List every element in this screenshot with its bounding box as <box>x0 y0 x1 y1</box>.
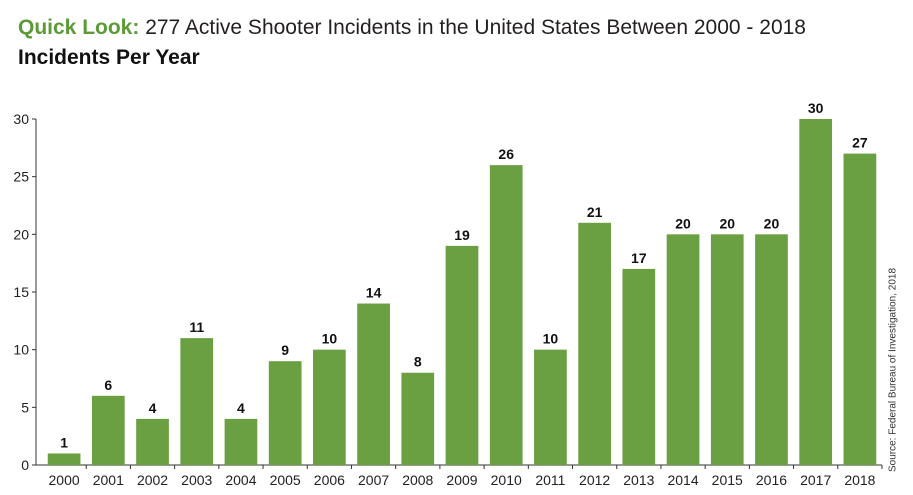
x-tick-label: 2018 <box>844 472 875 488</box>
x-tick-label: 2008 <box>402 472 433 488</box>
x-tick-label: 2012 <box>579 472 610 488</box>
bar <box>445 245 479 465</box>
bar <box>180 338 214 465</box>
bar <box>268 361 302 465</box>
x-tick-label: 2011 <box>535 472 565 488</box>
data-label: 14 <box>366 285 382 301</box>
y-tick-label: 15 <box>13 284 29 300</box>
data-label: 8 <box>414 354 422 370</box>
y-tick-label: 10 <box>13 342 29 358</box>
data-label: 26 <box>498 146 514 162</box>
bar <box>799 119 833 465</box>
title-lead: Quick Look: <box>18 16 140 39</box>
x-tick-label: 2010 <box>491 472 522 488</box>
y-tick-label: 30 <box>13 111 29 127</box>
bar <box>666 234 700 465</box>
y-tick-label: 20 <box>13 226 29 242</box>
data-label: 20 <box>675 215 691 231</box>
bar <box>622 268 656 465</box>
bar <box>843 153 877 465</box>
data-label: 4 <box>149 400 157 416</box>
y-tick-label: 0 <box>21 457 29 473</box>
data-label: 9 <box>281 342 289 358</box>
chart-subtitle: Incidents Per Year <box>18 46 200 69</box>
bar <box>710 234 744 465</box>
x-tick-label: 2007 <box>358 472 389 488</box>
bar <box>357 303 390 465</box>
bar <box>136 418 169 465</box>
data-label: 20 <box>764 215 780 231</box>
x-tick-label: 2003 <box>181 472 212 488</box>
bar <box>534 349 567 465</box>
y-tick-label: 25 <box>13 169 29 185</box>
x-tick-label: 2016 <box>756 472 787 488</box>
data-label: 20 <box>719 215 735 231</box>
data-label: 21 <box>587 204 603 220</box>
data-label: 17 <box>631 250 647 266</box>
data-label: 4 <box>237 400 245 416</box>
chart-title: Quick Look: 277 Active Shooter Incidents… <box>18 16 806 40</box>
bar <box>313 349 346 465</box>
bar <box>47 453 81 465</box>
data-label: 19 <box>454 227 470 243</box>
x-tick-label: 2014 <box>667 472 698 488</box>
data-label: 6 <box>104 377 112 393</box>
data-label: 1 <box>60 434 68 450</box>
x-tick-label: 2000 <box>49 472 80 488</box>
data-label: 11 <box>189 319 204 335</box>
bar <box>489 165 523 465</box>
x-tick-label: 2015 <box>712 472 743 488</box>
bar <box>578 222 611 465</box>
x-tick-label: 2006 <box>314 472 345 488</box>
data-label: 10 <box>543 331 559 347</box>
data-label: 10 <box>322 331 338 347</box>
bar <box>755 234 788 465</box>
bar <box>401 372 435 465</box>
x-tick-label: 2005 <box>270 472 301 488</box>
x-tick-label: 2004 <box>225 472 256 488</box>
x-tick-label: 2009 <box>446 472 477 488</box>
x-tick-label: 2013 <box>623 472 654 488</box>
bar <box>224 418 258 465</box>
source-note: Source: Federal Bureau of Investigation,… <box>887 267 899 473</box>
x-tick-label: 2002 <box>137 472 168 488</box>
x-tick-label: 2017 <box>800 472 831 488</box>
data-label: 30 <box>808 100 824 116</box>
y-tick-label: 5 <box>21 399 29 415</box>
title-text: 277 Active Shooter Incidents in the Unit… <box>145 16 806 39</box>
data-label: 27 <box>852 135 868 151</box>
bar <box>91 395 125 465</box>
x-tick-label: 2001 <box>93 472 124 488</box>
